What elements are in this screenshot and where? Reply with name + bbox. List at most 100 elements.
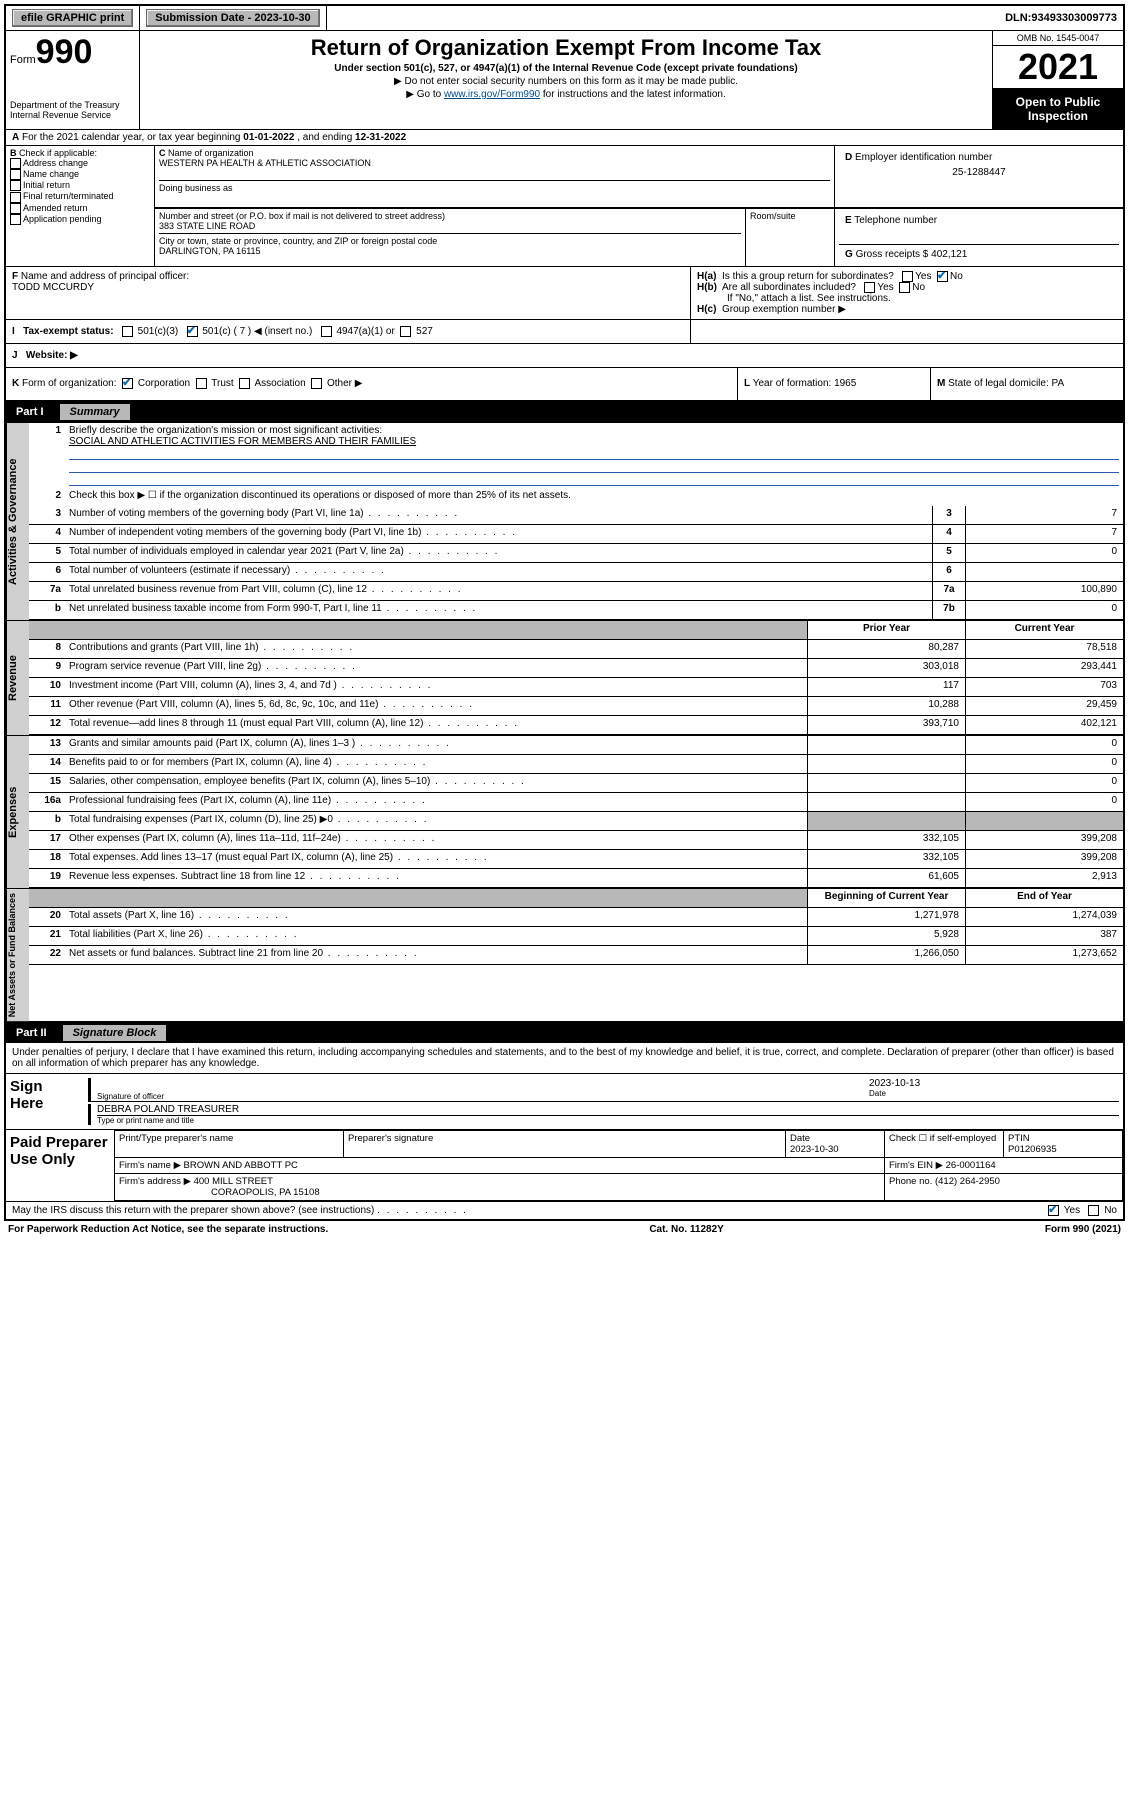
submission-date-button[interactable]: Submission Date - 2023-10-30 bbox=[146, 9, 319, 27]
q2-text: Check this box ▶ ☐ if the organization d… bbox=[65, 488, 1123, 506]
row-prior bbox=[807, 755, 965, 773]
chk-corp[interactable] bbox=[122, 378, 133, 389]
firm-ein-label: Firm's EIN ▶ bbox=[889, 1160, 946, 1171]
col-e-g: E Telephone number G Gross receipts $ 40… bbox=[834, 209, 1123, 266]
row-prior: 303,018 bbox=[807, 659, 965, 677]
signature-section: Under penalties of perjury, I declare th… bbox=[6, 1043, 1123, 1219]
officer-sig-line: Signature of officer bbox=[88, 1078, 863, 1102]
chk-address-change[interactable] bbox=[10, 158, 21, 169]
row-num: b bbox=[29, 812, 65, 830]
chk-other[interactable] bbox=[311, 378, 322, 389]
row-desc: Salaries, other compensation, employee b… bbox=[65, 774, 807, 792]
irs-link[interactable]: www.irs.gov/Form990 bbox=[444, 89, 540, 100]
chk-application-pending[interactable] bbox=[10, 214, 21, 225]
hb-label: Are all subordinates included? bbox=[722, 282, 856, 293]
year-formation-val: 1965 bbox=[834, 378, 856, 389]
row-prior: 5,928 bbox=[807, 927, 965, 945]
firm-name-val: BROWN AND ABBOTT PC bbox=[184, 1160, 298, 1171]
firm-phone-cell: Phone no. (412) 264-2950 bbox=[885, 1173, 1123, 1200]
gross-label: Gross receipts $ bbox=[856, 249, 932, 260]
submission-date-value: 2023-10-30 bbox=[254, 12, 310, 24]
chk-name-change[interactable] bbox=[10, 169, 21, 180]
name-row: C Name of organization WESTERN PA HEALTH… bbox=[155, 146, 1123, 208]
check-applicable-label: Check if applicable: bbox=[19, 148, 97, 158]
row-num: 18 bbox=[29, 850, 65, 868]
opt-trust: Trust bbox=[211, 379, 233, 390]
dba-label: Doing business as bbox=[159, 180, 830, 193]
tax-exempt-label: Tax-exempt status: bbox=[23, 326, 113, 337]
firm-ein-cell: Firm's EIN ▶ 26-0001164 bbox=[885, 1157, 1123, 1173]
header-middle: Return of Organization Exempt From Incom… bbox=[140, 31, 992, 129]
summary-row: 6Total number of volunteers (estimate if… bbox=[29, 563, 1123, 582]
summary-row: bTotal fundraising expenses (Part IX, co… bbox=[29, 812, 1123, 831]
ptin-val: P01206935 bbox=[1008, 1144, 1057, 1155]
may-irs-row: May the IRS discuss this return with the… bbox=[6, 1202, 1123, 1219]
prep-sig-hdr: Preparer's signature bbox=[344, 1130, 786, 1157]
footer-left: For Paperwork Reduction Act Notice, see … bbox=[8, 1224, 328, 1235]
ein-value: 25-1288447 bbox=[845, 167, 1113, 178]
summary-row: 8Contributions and grants (Part VIII, li… bbox=[29, 640, 1123, 659]
org-name: WESTERN PA HEALTH & ATHLETIC ASSOCIATION bbox=[159, 158, 830, 168]
row-num: 13 bbox=[29, 736, 65, 754]
chk-may-irs-no[interactable] bbox=[1088, 1205, 1099, 1216]
row-q1: 1 Briefly describe the organization's mi… bbox=[29, 423, 1123, 488]
chk-may-irs-yes[interactable] bbox=[1048, 1205, 1059, 1216]
paid-preparer-label: Paid Preparer Use Only bbox=[6, 1130, 114, 1201]
net-body: Beginning of Current Year End of Year 20… bbox=[29, 889, 1123, 1021]
row-i-right-spacer bbox=[691, 320, 1123, 343]
section-b-through-g: B Check if applicable: Address change Na… bbox=[6, 146, 1123, 267]
mission-line1 bbox=[69, 447, 1119, 460]
row-a-tax-year: A For the 2021 calendar year, or tax yea… bbox=[6, 130, 1123, 146]
chk-amended-return[interactable] bbox=[10, 203, 21, 214]
ein-label: Employer identification number bbox=[855, 152, 992, 163]
hb-note: If "No," attach a list. See instructions… bbox=[697, 293, 1117, 304]
opt-corp: Corporation bbox=[138, 379, 190, 390]
row-desc: Total assets (Part X, line 16) bbox=[65, 908, 807, 926]
tax-year: 2021 bbox=[993, 46, 1123, 89]
may-irs-yes: Yes bbox=[1064, 1205, 1080, 1216]
row-prior: 1,266,050 bbox=[807, 946, 965, 964]
row-prior bbox=[807, 793, 965, 811]
chk-501c[interactable] bbox=[187, 326, 198, 337]
hc-label: Group exemption number ▶ bbox=[722, 304, 846, 315]
domicile-label: State of legal domicile: bbox=[948, 378, 1051, 389]
org-name-label: Name of organization bbox=[168, 148, 254, 158]
chk-initial-return[interactable] bbox=[10, 180, 21, 191]
website-cell: J Website: ▶ bbox=[6, 344, 1123, 367]
chk-ha-no[interactable] bbox=[937, 271, 948, 282]
chk-trust[interactable] bbox=[196, 378, 207, 389]
summary-row: 13Grants and similar amounts paid (Part … bbox=[29, 736, 1123, 755]
efile-button[interactable]: efile GRAPHIC print bbox=[12, 9, 133, 27]
ha-yes: Yes bbox=[915, 271, 931, 282]
column-c-name-address: C Name of organization WESTERN PA HEALTH… bbox=[155, 146, 1123, 266]
chk-4947[interactable] bbox=[321, 326, 332, 337]
row-prior: 80,287 bbox=[807, 640, 965, 658]
chk-assoc[interactable] bbox=[239, 378, 250, 389]
row-box: 7b bbox=[932, 601, 965, 619]
hb-no: No bbox=[912, 282, 925, 293]
row-num: 14 bbox=[29, 755, 65, 773]
officer-name: TODD MCCURDY bbox=[12, 282, 94, 293]
chk-501c3[interactable] bbox=[122, 326, 133, 337]
chk-ha-yes[interactable] bbox=[902, 271, 913, 282]
chk-final-return[interactable] bbox=[10, 192, 21, 203]
net-header-row: Beginning of Current Year End of Year bbox=[29, 889, 1123, 908]
firm-addr2: CORAOPOLIS, PA 15108 bbox=[119, 1187, 320, 1198]
prep-date-hdr: Date bbox=[790, 1133, 810, 1144]
summary-row: 7aTotal unrelated business revenue from … bbox=[29, 582, 1123, 601]
preparer-inner-table: Print/Type preparer's name Preparer's si… bbox=[114, 1130, 1123, 1201]
part2-num: Part II bbox=[12, 1027, 63, 1039]
chk-hb-yes[interactable] bbox=[864, 282, 875, 293]
row-prior bbox=[807, 774, 965, 792]
row-num: 19 bbox=[29, 869, 65, 887]
side-governance: Activities & Governance bbox=[6, 423, 29, 620]
chk-hb-no[interactable] bbox=[899, 282, 910, 293]
hb-yes: Yes bbox=[877, 282, 893, 293]
summary-row: 10Investment income (Part VIII, column (… bbox=[29, 678, 1123, 697]
row-num: 17 bbox=[29, 831, 65, 849]
row-curr: 0 bbox=[965, 774, 1123, 792]
hdr-prior-year: Prior Year bbox=[807, 621, 965, 639]
firm-ein-val: 26-0001164 bbox=[946, 1160, 996, 1171]
row-desc: Professional fundraising fees (Part IX, … bbox=[65, 793, 807, 811]
chk-527[interactable] bbox=[400, 326, 411, 337]
